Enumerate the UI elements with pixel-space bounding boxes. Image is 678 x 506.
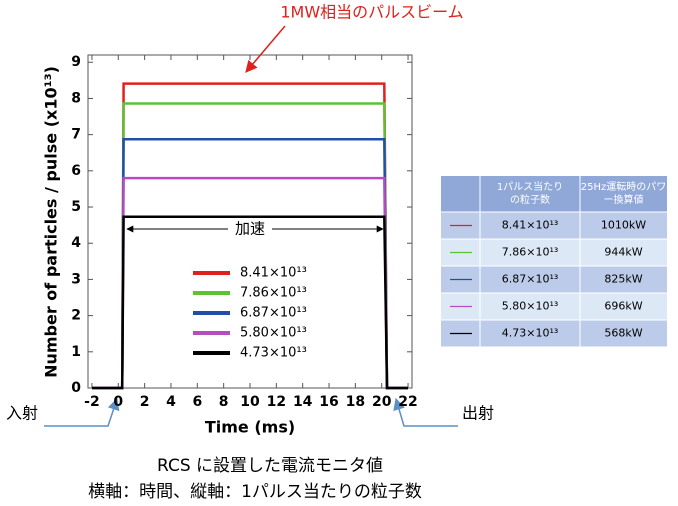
annotation-accel: 加速 [235,220,265,238]
table-cell: 568kW [604,327,642,340]
legend-label: 5.80×10¹³ [240,326,307,341]
table-cell: 8.41×10¹³ [502,219,559,232]
legend-label: 7.86×10¹³ [240,286,307,301]
y-tick-label: 2 [71,308,81,324]
y-tick-label: 5 [71,199,81,215]
table-row [441,320,667,347]
table-row [441,293,667,320]
series-line [92,215,408,390]
x-tick-label: -2 [84,394,100,410]
x-tick-label: 10 [240,394,260,410]
y-tick-label: 1 [71,344,81,360]
y-tick-label: 8 [71,90,81,106]
annotation-extract: 出射 [462,404,494,423]
x-tick-label: 16 [319,394,338,410]
annotation-arrow [245,25,286,73]
x-tick-label: 18 [346,394,365,410]
caption: 横軸：時間、縦軸：1パルス当たりの粒子数 [88,482,422,502]
y-axis-label: Number of particles / pulse (x10¹³) [42,66,61,378]
table-header-cell: 1パルス当たりの粒子数 [497,180,563,206]
table-header [441,176,667,212]
table-row [441,266,667,293]
x-tick-label: 6 [192,394,202,410]
table-header-cell: 25Hz運転時のパワー換算値 [581,181,667,206]
extract-arrow [393,397,458,427]
x-tick-label: 0 [113,394,123,410]
y-tick-label: 4 [71,235,81,251]
legend-label: 8.41×10¹³ [240,266,307,281]
table-cell: 4.73×10¹³ [502,327,559,340]
x-axis-label: Time (ms) [205,418,295,437]
x-tick-label: 22 [398,394,417,410]
x-tick-label: 8 [219,394,229,410]
x-tick-label: 20 [372,394,392,410]
caption: RCS に設置した電流モニタ値 [157,456,383,476]
table-cell: 7.86×10¹³ [502,246,559,259]
y-tick-label: 3 [71,271,81,287]
table-row [441,239,667,266]
x-tick-label: 14 [293,394,313,410]
y-tick-label: 6 [71,163,81,179]
y-tick-label: 7 [71,127,81,143]
table-cell: 5.80×10¹³ [502,300,559,313]
annotation-top: 1MW相当のパルスビーム [280,3,463,22]
x-tick-label: 4 [166,394,176,410]
x-tick-label: 12 [267,394,286,410]
legend-label: 6.87×10¹³ [240,306,307,321]
table-cell: 696kW [604,300,642,313]
table-cell: 825kW [604,273,642,286]
y-tick-label: 9 [71,54,81,70]
y-tick-label: 0 [71,380,81,396]
table: 1パルス当たりの粒子数 25Hz運転時のパワー換算値 8.41×10¹³ 1010kW… [441,176,667,348]
annotation-inject: 入射 [6,404,38,423]
table-cell: 1010kW [601,219,646,232]
legend-label: 4.73×10¹³ [240,346,307,361]
inject-arrow [44,397,120,427]
table-cell: 944kW [604,246,642,259]
table-row [441,212,667,239]
x-tick-label: 2 [140,394,150,410]
table-cell: 6.87×10¹³ [502,273,559,286]
